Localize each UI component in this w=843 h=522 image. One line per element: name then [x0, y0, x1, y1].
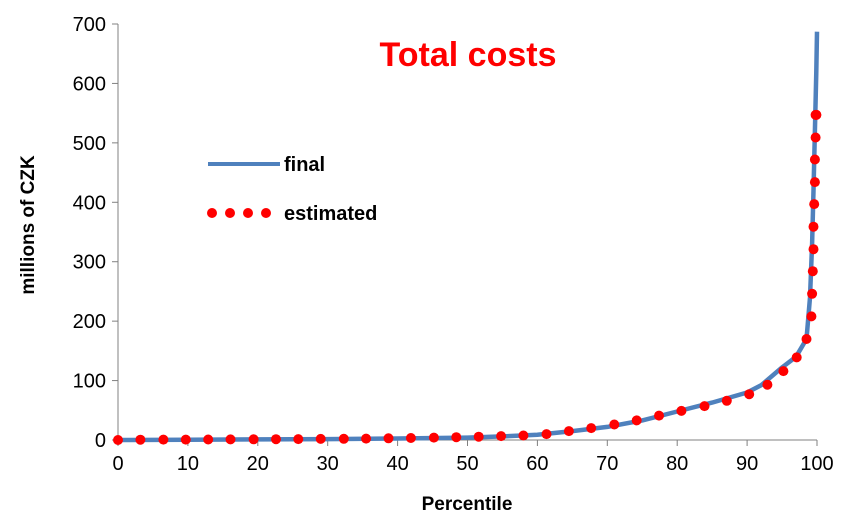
series-point-estimated: [631, 415, 642, 426]
series-point-estimated: [541, 429, 552, 440]
x-tick-label: 50: [456, 453, 478, 475]
y-tick-label: 200: [73, 311, 106, 333]
y-tick-label: 400: [73, 192, 106, 214]
series-point-estimated: [778, 366, 789, 377]
series-point-estimated: [518, 430, 529, 441]
series-point-estimated: [180, 434, 191, 445]
series-point-estimated: [791, 352, 802, 363]
series-point-estimated: [271, 434, 281, 445]
legend-dot-estimated: [243, 208, 253, 218]
series-point-estimated: [158, 434, 169, 445]
series-point-estimated: [113, 435, 123, 445]
x-axis-title: Percentile: [422, 494, 513, 515]
series-point-estimated: [809, 199, 820, 210]
x-tick-label: 90: [736, 453, 758, 475]
series-point-estimated: [248, 434, 259, 445]
x-tick-label: 20: [247, 453, 269, 475]
series-point-estimated: [451, 432, 462, 443]
series-point-estimated: [135, 434, 146, 445]
x-tick-label: 0: [112, 453, 123, 475]
legend-label-final: final: [284, 154, 325, 176]
y-tick-label: 0: [95, 430, 106, 452]
x-tick-label: 80: [666, 453, 688, 475]
axes: [112, 23, 818, 446]
y-tick-label: 300: [73, 252, 106, 274]
legend-label-estimated: estimated: [284, 203, 377, 225]
series-point-estimated: [609, 419, 620, 430]
legend: final estimated: [207, 154, 377, 225]
series-point-estimated: [586, 423, 597, 434]
y-tick-label: 100: [73, 371, 106, 393]
y-axis-title: millions of CZK: [18, 155, 39, 295]
series-point-estimated: [699, 401, 710, 412]
series-point-estimated: [807, 266, 818, 277]
series-point-estimated: [473, 431, 484, 442]
series-point-estimated: [338, 433, 349, 444]
series-point-estimated: [721, 395, 732, 406]
series-point-estimated: [809, 177, 820, 188]
series-point-estimated: [744, 389, 755, 400]
y-tick-label: 700: [73, 14, 106, 36]
series-point-estimated: [315, 433, 326, 444]
legend-dot-estimated: [261, 208, 271, 218]
x-tick-label: 30: [317, 453, 339, 475]
series-point-estimated: [811, 109, 822, 120]
series-point-estimated: [808, 221, 819, 232]
series-point-estimated: [428, 432, 439, 443]
series-point-estimated: [762, 379, 773, 390]
series-point-estimated: [203, 434, 214, 445]
chart-title: Total costs: [380, 36, 557, 74]
series-point-estimated: [807, 288, 818, 299]
series-point-estimated: [496, 431, 507, 442]
series-point-estimated: [383, 433, 394, 444]
series-line-final: [117, 31, 820, 443]
series-point-estimated: [293, 434, 304, 445]
x-tick-label: 40: [386, 453, 408, 475]
series-point-estimated: [405, 433, 416, 443]
series-point-estimated: [361, 433, 372, 444]
series-point-estimated: [563, 426, 574, 437]
legend-swatch-estimated: [207, 208, 271, 218]
series-point-estimated: [810, 132, 821, 143]
series-point-estimated: [809, 154, 820, 165]
x-tick-label: 70: [596, 453, 618, 475]
series-point-estimated: [801, 334, 812, 344]
x-tick-label: 60: [526, 453, 548, 475]
series-layer: [113, 31, 822, 445]
series-point-estimated: [654, 410, 664, 421]
y-tick-label: 500: [73, 133, 106, 155]
legend-dot-estimated: [225, 208, 235, 218]
legend-dot-estimated: [207, 208, 217, 218]
series-point-estimated: [676, 405, 687, 416]
x-tick-label: 100: [800, 453, 833, 475]
x-tick-label: 10: [177, 453, 199, 475]
series-point-estimated: [806, 311, 817, 322]
y-tick-label: 600: [73, 73, 106, 95]
series-point-estimated: [808, 244, 819, 255]
tick-labels: 0 100 200 300 400 500 600 700 0 10 20 30 40 50 60 70 80 9…: [73, 14, 834, 475]
series-point-estimated: [225, 434, 236, 445]
